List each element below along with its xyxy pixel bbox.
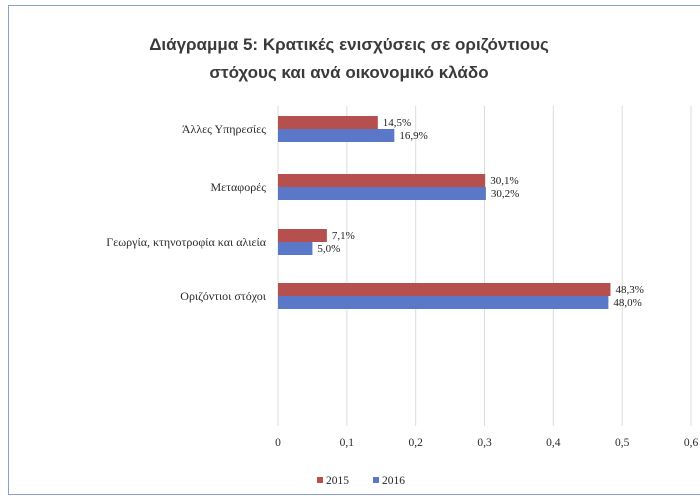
data-label-2016-2: 5,0% [317,243,340,255]
x-axis-ticks: 0 0,1 0,2 0,3 0,4 0,5 0,6 [275,437,698,449]
data-label-2016-0: 16,9% [399,130,427,142]
data-label-2016-3: 48,0% [613,297,641,309]
category-label-1: Μεταφορές [210,180,266,194]
bar-2015-2 [278,229,327,242]
data-label-2016-1: 30,2% [491,188,519,200]
bar-2016-1 [278,187,486,200]
data-label-2015-3: 48,3% [615,284,643,296]
bar-2016-0 [278,129,395,142]
x-tick-label-0: 0 [275,437,281,449]
x-tick-label-2: 0,2 [408,437,423,449]
chart-frame: Διάγραμμα 5: Κρατικές ενισχύσεις σε οριζ… [8,5,700,495]
bar-2016-3 [278,296,609,309]
data-label-2015-0: 14,5% [383,117,411,129]
bar-2015-3 [278,283,611,296]
bar-2015-1 [278,174,486,187]
category-label-0: Άλλες Υπηρεσίες [182,122,266,136]
x-tick-label-6: 0,6 [684,437,699,449]
legend-swatch-2015 [317,477,323,483]
data-labels: 14,5% 30,1% 7,1% 48,3% 16,9% 30,2% 5,0% 48,0% [317,117,643,309]
bar-2016-2 [278,242,313,255]
legend-swatch-2016 [373,477,379,483]
x-tick-label-1: 0,1 [340,437,355,449]
bars [278,116,611,309]
legend-label-2015: 2015 [326,475,349,487]
bar-2015-0 [278,116,378,129]
legend: 2015 2016 [317,475,405,487]
chart-title-line-1: Διάγραμμα 5: Κρατικές ενισχύσεις σε οριζ… [149,35,549,54]
category-label-2: Γεωργία, κτηνοτροφία και αλιεία [106,235,266,249]
bar-chart: Διάγραμμα 5: Κρατικές ενισχύσεις σε οριζ… [106,35,698,487]
legend-label-2016: 2016 [382,475,405,487]
x-tick-label-5: 0,5 [615,437,630,449]
category-label-3: Οριζόντιοι στόχοι [180,289,266,303]
x-tick-label-4: 0,4 [546,437,561,449]
x-tick-label-3: 0,3 [477,437,492,449]
chart-title-line-2: στόχους και ανά οικονομικό κλάδο [209,63,488,82]
data-label-2015-2: 7,1% [332,230,355,242]
data-label-2015-1: 30,1% [490,175,518,187]
category-labels: Άλλες Υπηρεσίες Μεταφορές Γεωργία, κτηνοτρ… [106,122,266,303]
gridlines [277,106,692,426]
